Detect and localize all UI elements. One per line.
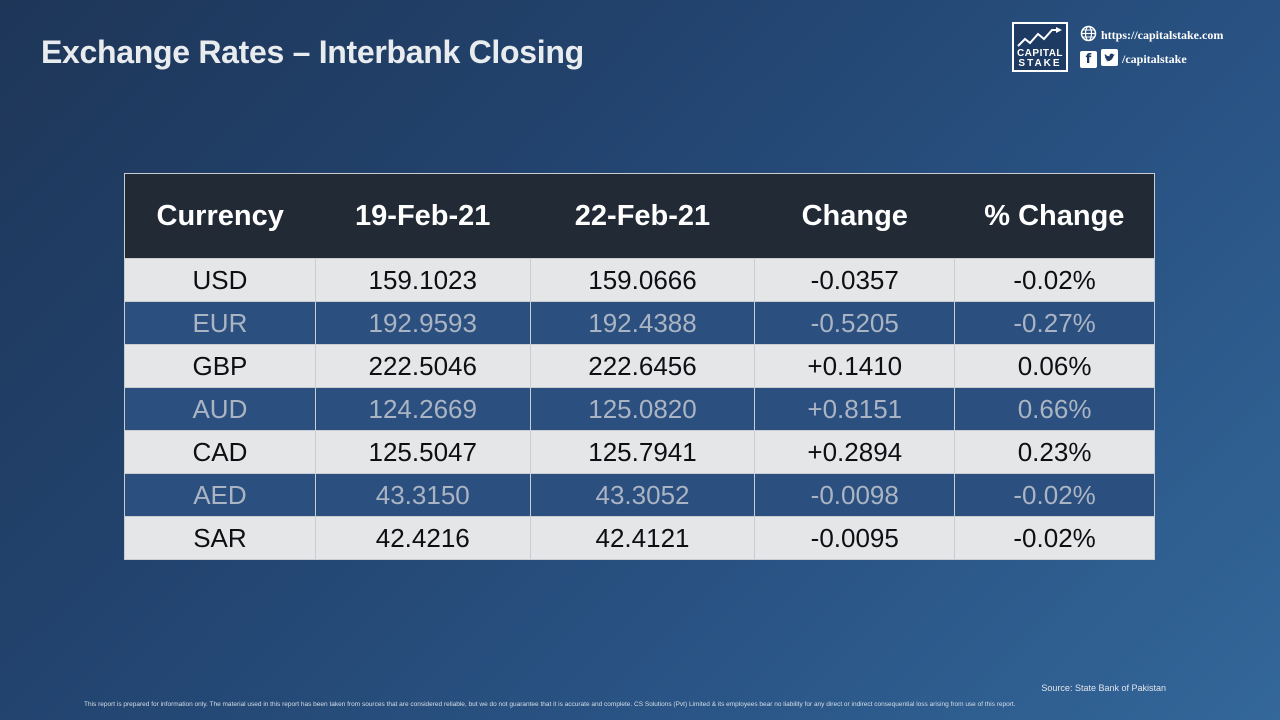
- website-link[interactable]: https://capitalstake.com: [1101, 27, 1224, 42]
- cell-rate-1: 222.5046: [314, 344, 531, 388]
- cell-currency: GBP: [124, 344, 316, 388]
- header-pct-change: % Change: [954, 173, 1155, 259]
- cell-currency: AED: [124, 473, 316, 517]
- cell-change: +0.8151: [754, 387, 956, 431]
- header-currency: Currency: [124, 173, 316, 259]
- cell-currency: AUD: [124, 387, 316, 431]
- header-date-2: 22-Feb-21: [530, 173, 755, 259]
- social-row[interactable]: f /capitalstake: [1080, 48, 1223, 70]
- cell-pct-change: -0.02%: [954, 473, 1155, 517]
- table-row-cad: CAD 125.5047 125.7941 +0.2894 0.23%: [124, 430, 1155, 474]
- cell-pct-change: -0.02%: [954, 516, 1155, 560]
- page-title: Exchange Rates – Interbank Closing: [41, 34, 584, 70]
- table-row-aed: AED 43.3150 43.3052 -0.0098 -0.02%: [124, 473, 1155, 517]
- logo-text-line1: CAPITAL: [1016, 48, 1064, 59]
- table-header-row: Currency 19-Feb-21 22-Feb-21 Change % Ch…: [124, 173, 1155, 259]
- cell-change: -0.5205: [754, 301, 956, 345]
- capitalstake-logo: CAPITAL STAKE: [1012, 22, 1068, 72]
- table-row-gbp: GBP 222.5046 222.6456 +0.1410 0.06%: [124, 344, 1155, 388]
- cell-rate-1: 192.9593: [314, 301, 531, 345]
- cell-rate-2: 192.4388: [529, 301, 756, 345]
- cell-rate-2: 125.0820: [529, 387, 756, 431]
- source-note: Source: State Bank of Pakistan: [1041, 683, 1166, 693]
- cell-rate-2: 222.6456: [529, 344, 756, 388]
- cell-rate-1: 125.5047: [314, 430, 531, 474]
- cell-pct-change: 0.06%: [954, 344, 1155, 388]
- cell-change: -0.0098: [754, 473, 956, 517]
- disclaimer-text: This report is prepared for information …: [84, 701, 1016, 708]
- cell-currency: USD: [124, 258, 316, 302]
- cell-rate-1: 42.4216: [314, 516, 531, 560]
- cell-change: +0.2894: [754, 430, 956, 474]
- cell-rate-2: 159.0666: [529, 258, 756, 302]
- cell-pct-change: 0.23%: [954, 430, 1155, 474]
- cell-currency: CAD: [124, 430, 316, 474]
- chart-trend-icon: [1017, 27, 1062, 47]
- logo-text-line2: STAKE: [1018, 58, 1062, 69]
- cell-rate-1: 124.2669: [314, 387, 531, 431]
- exchange-rates-table: Currency 19-Feb-21 22-Feb-21 Change % Ch…: [124, 173, 1155, 560]
- table-row-eur: EUR 192.9593 192.4388 -0.5205 -0.27%: [124, 301, 1155, 345]
- cell-pct-change: -0.27%: [954, 301, 1155, 345]
- cell-currency: EUR: [124, 301, 316, 345]
- cell-rate-2: 43.3052: [529, 473, 756, 517]
- cell-change: +0.1410: [754, 344, 956, 388]
- cell-rate-1: 159.1023: [314, 258, 531, 302]
- table-row-usd: USD 159.1023 159.0666 -0.0357 -0.02%: [124, 258, 1155, 302]
- header-date-1: 19-Feb-21: [315, 173, 531, 259]
- twitter-icon[interactable]: [1101, 48, 1118, 70]
- cell-rate-2: 42.4121: [529, 516, 756, 560]
- cell-pct-change: 0.66%: [954, 387, 1155, 431]
- header-change: Change: [754, 173, 955, 259]
- facebook-icon[interactable]: f: [1080, 50, 1097, 68]
- cell-rate-1: 43.3150: [314, 473, 531, 517]
- cell-change: -0.0357: [754, 258, 956, 302]
- cell-rate-2: 125.7941: [529, 430, 756, 474]
- cell-pct-change: -0.02%: [954, 258, 1155, 302]
- contact-block: https://capitalstake.com f /capitalstake: [1080, 25, 1224, 74]
- social-handle[interactable]: /capitalstake: [1122, 51, 1187, 66]
- table-row-aud: AUD 124.2669 125.0820 +0.8151 0.66%: [124, 387, 1155, 431]
- cell-currency: SAR: [124, 516, 316, 560]
- website-row[interactable]: https://capitalstake.com: [1080, 25, 1224, 46]
- cell-change: -0.0095: [754, 516, 956, 560]
- table-row-sar: SAR 42.4216 42.4121 -0.0095 -0.02%: [124, 516, 1155, 560]
- globe-icon: [1080, 25, 1097, 46]
